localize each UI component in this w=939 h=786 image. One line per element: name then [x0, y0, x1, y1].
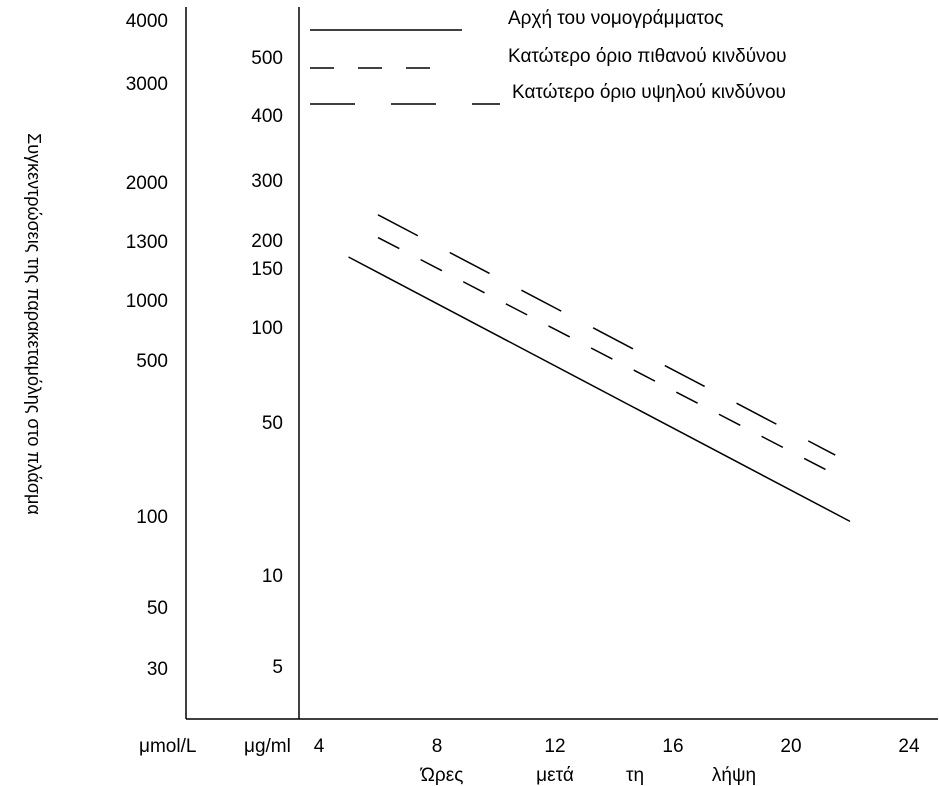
series-line-1	[348, 256, 851, 523]
x-tick-label: 4	[314, 736, 325, 757]
legend-label-1: Αρχή του νομογράμματος	[508, 8, 724, 29]
x-tick-label: 8	[432, 736, 443, 757]
unit-label-umol: μmol/L	[139, 736, 196, 757]
y-tick-ugml: 400	[251, 106, 283, 127]
legend-label-2: Κατώτερο όριο πιθανού κινδύνου	[508, 46, 787, 67]
y-tick-ugml: 150	[251, 259, 283, 280]
y-tick-ugml: 5	[272, 657, 283, 678]
chart-axes	[185, 7, 938, 720]
axis-labels: Ώρες μετά τη λήψη Συγκεντρώσεις της παρακετα…	[24, 133, 756, 786]
series-line-2	[377, 236, 836, 476]
x-axis-label-word: λήψη	[712, 765, 756, 786]
x-axis-label-word: τη	[626, 765, 644, 786]
y-tick-ugml: 500	[251, 48, 283, 69]
y-tick-umol: 30	[147, 659, 168, 680]
x-axis-label-word: μετά	[536, 765, 574, 786]
y-tick-ugml: 300	[251, 171, 283, 192]
y-tick-umol: 3000	[126, 74, 168, 95]
series-line-3	[377, 214, 836, 456]
y-tick-umol: 50	[147, 598, 168, 619]
unit-label-ugml: μg/ml	[244, 736, 291, 757]
y-tick-umol: 4000	[126, 11, 168, 32]
x-tick-label: 12	[544, 736, 565, 757]
y-tick-umol: 500	[136, 351, 168, 372]
x-tick-label: 20	[780, 736, 801, 757]
y-ticks-umol: 4000 3000 2000 1300 1000 500 100 50 30	[126, 11, 168, 680]
y-tick-umol: 2000	[126, 173, 168, 194]
y-tick-ugml: 100	[251, 318, 283, 339]
y-tick-umol: 1000	[126, 291, 168, 312]
y-tick-ugml: 10	[262, 566, 283, 587]
y-ticks-ugml: 500 400 300 200 150 100 50 10 5	[251, 48, 283, 678]
y-tick-umol: 100	[136, 507, 168, 528]
x-tick-label: 24	[898, 736, 920, 757]
x-axis-label-word: Ώρες	[420, 765, 464, 786]
y-tick-ugml: 50	[262, 413, 283, 434]
x-tick-label: 16	[662, 736, 683, 757]
y-tick-umol: 1300	[126, 232, 168, 253]
legend: Αρχή του νομογράμματος Κατώτερο όριο πιθα…	[310, 8, 787, 105]
y-tick-ugml: 200	[251, 231, 283, 252]
x-ticks: 481216202428μmol/Lμg/ml	[139, 736, 920, 757]
series-lines	[348, 214, 851, 523]
legend-label-3: Κατώτερο όριο υψηλού κινδύνου	[512, 82, 786, 103]
y-axis-label: Συγκεντρώσεις της παρακεταμόλης στο πλάσ…	[24, 133, 44, 515]
